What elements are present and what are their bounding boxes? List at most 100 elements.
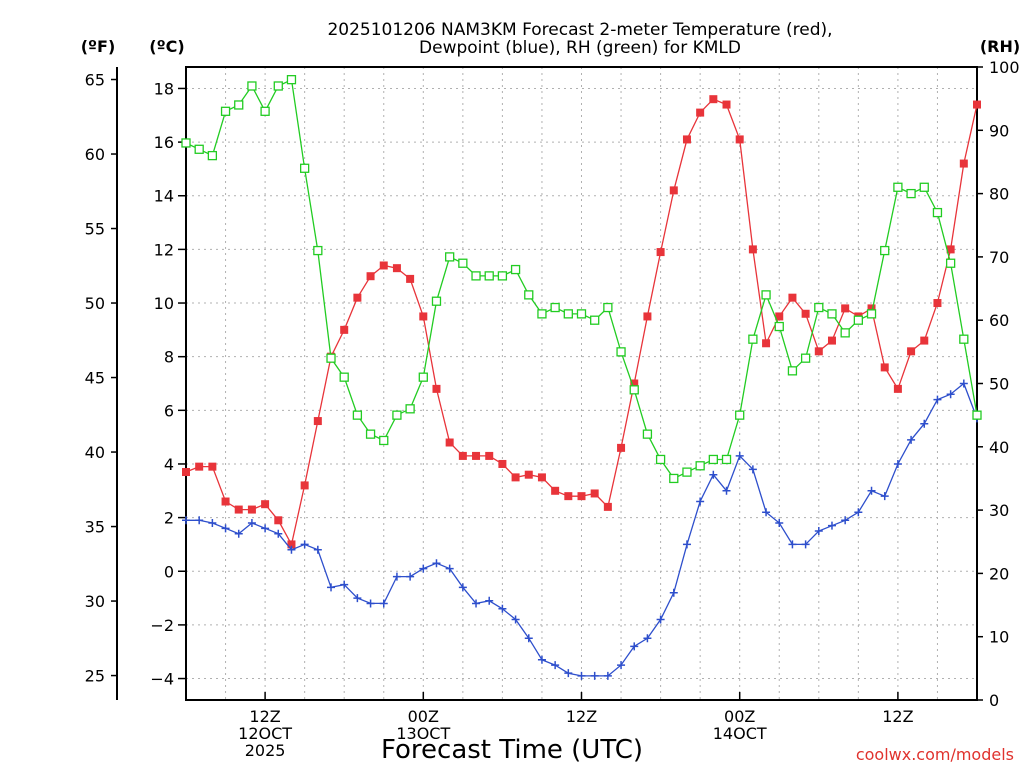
dewpoint-point xyxy=(353,594,362,603)
dewpoint-point xyxy=(419,564,428,573)
celsius-tick-label: 12 xyxy=(154,240,174,259)
temperature-point xyxy=(893,384,902,393)
temperature-point xyxy=(524,470,533,479)
time-tick-label: 12Z xyxy=(882,707,913,726)
rh-point xyxy=(669,473,679,484)
celsius-tick-label: 2 xyxy=(164,509,174,528)
dewpoint-point xyxy=(498,604,507,613)
dewpoint-point xyxy=(511,615,520,624)
rh-point xyxy=(906,188,916,199)
rh-point xyxy=(260,106,270,116)
temperature-point xyxy=(682,135,691,144)
dewpoint-point xyxy=(366,599,375,608)
temperature-point xyxy=(274,516,283,525)
temperature-point xyxy=(696,108,705,117)
x-axis-label: Forecast Time (UTC) xyxy=(381,735,643,765)
temperature-point xyxy=(617,443,626,452)
rh-point xyxy=(299,163,310,173)
dewpoint-point xyxy=(682,540,691,549)
fahrenheit-tick-label: 60 xyxy=(85,145,105,164)
dewpoint-point xyxy=(247,518,256,527)
dewpoint-point xyxy=(841,516,850,525)
series-rh xyxy=(181,75,982,484)
celsius-unit-label: (ºC) xyxy=(149,37,184,56)
celsius-tick-label: 10 xyxy=(154,294,174,313)
credit-text: coolwx.com/models xyxy=(856,745,1014,764)
temperature-point xyxy=(577,492,586,501)
rh-point xyxy=(234,100,244,110)
temperature-point xyxy=(907,347,916,356)
dewpoint-point xyxy=(920,419,929,428)
rh-point xyxy=(642,429,653,439)
dewpoint-point xyxy=(182,516,190,525)
dewpoint-point xyxy=(946,390,955,399)
temperature-point xyxy=(801,309,810,318)
dewpoint-point xyxy=(748,465,757,474)
dewpoint-point xyxy=(656,615,665,624)
series-layer xyxy=(181,75,982,680)
fahrenheit-unit-label: (ºF) xyxy=(81,37,116,56)
temperature-point xyxy=(603,502,612,511)
dewpoint-point xyxy=(577,671,586,680)
dewpoint-point xyxy=(630,642,639,651)
rh-point xyxy=(207,150,218,161)
dewpoint-point xyxy=(564,669,573,678)
series-dewpoint xyxy=(182,379,981,680)
time-tick-label: 12Z xyxy=(566,707,597,726)
temperature-point xyxy=(498,459,507,468)
rh-tick-label: 20 xyxy=(989,564,1009,583)
rh-point xyxy=(629,385,639,395)
series-temperature xyxy=(182,95,981,549)
rh-point xyxy=(827,309,837,319)
rh-point xyxy=(603,302,613,313)
dewpoint-point xyxy=(854,508,863,517)
temperature-point xyxy=(458,451,467,460)
rh-point xyxy=(273,81,283,91)
rh-point xyxy=(748,334,758,344)
temperature-point xyxy=(946,245,955,254)
temperature-point xyxy=(788,293,797,302)
dewpoint-point xyxy=(274,529,283,538)
rh-point xyxy=(866,309,877,319)
dewpoint-point xyxy=(392,572,401,581)
temperature-point xyxy=(762,339,771,348)
fahrenheit-tick-labels: 65 60 55 50 45 40 35 30 25 xyxy=(85,71,117,686)
rh-point xyxy=(537,309,547,319)
rh-tick-label: 70 xyxy=(989,248,1009,267)
dewpoint-point xyxy=(893,459,902,468)
rh-point xyxy=(339,372,349,382)
dewpoint-point xyxy=(696,497,705,506)
temperature-point xyxy=(261,500,270,509)
rh-point xyxy=(181,138,191,148)
rh-point xyxy=(418,372,428,382)
rh-point xyxy=(853,315,863,325)
celsius-tick-label: 14 xyxy=(154,187,174,206)
chart-title-line2: Dewpoint (blue), RH (green) for KMLD xyxy=(419,38,741,58)
temperature-point xyxy=(432,384,441,393)
rh-tick-label: 60 xyxy=(989,311,1009,330)
rh-tick-label: 10 xyxy=(989,628,1009,647)
temperature-point xyxy=(814,347,823,356)
dewpoint-point xyxy=(524,634,533,643)
temperature-point xyxy=(827,336,836,345)
rh-point xyxy=(365,429,376,439)
rh-point xyxy=(431,296,442,306)
temperature-point xyxy=(630,379,639,388)
chart-title-line1: 2025101206 NAM3KM Forecast 2-meter Tempe… xyxy=(327,20,832,40)
dewpoint-point xyxy=(313,545,322,554)
rh-point xyxy=(484,271,494,281)
temperature-point xyxy=(551,486,560,495)
temperature-point xyxy=(880,363,889,372)
temperature-point xyxy=(221,497,230,506)
celsius-tick-label: −4 xyxy=(150,670,174,689)
celsius-tick-label: 18 xyxy=(154,79,174,98)
celsius-tick-label: 0 xyxy=(164,562,174,581)
temperature-point xyxy=(564,492,573,501)
temperature-point xyxy=(709,95,718,104)
temperature-point xyxy=(247,505,256,514)
celsius-tick-label: 8 xyxy=(164,348,174,367)
dewpoint-point xyxy=(880,492,889,501)
